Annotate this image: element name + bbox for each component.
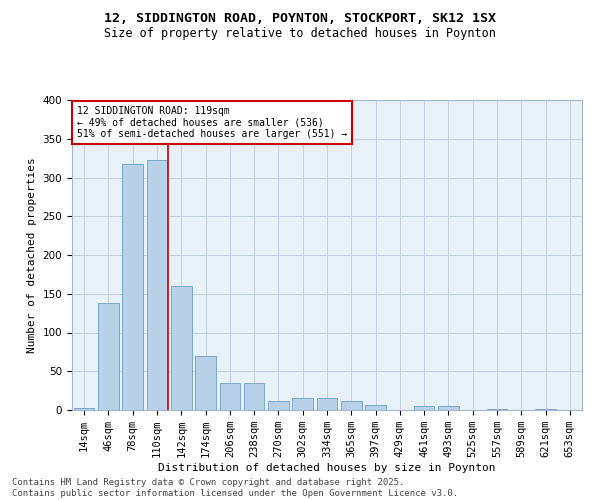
- Bar: [74, 408, 94, 410]
- Bar: [244, 383, 265, 410]
- Bar: [365, 404, 386, 410]
- Bar: [292, 398, 313, 410]
- Text: Contains HM Land Registry data © Crown copyright and database right 2025.
Contai: Contains HM Land Registry data © Crown c…: [12, 478, 458, 498]
- Bar: [438, 406, 459, 410]
- Text: 12, SIDDINGTON ROAD, POYNTON, STOCKPORT, SK12 1SX: 12, SIDDINGTON ROAD, POYNTON, STOCKPORT,…: [104, 12, 496, 26]
- Bar: [98, 303, 119, 410]
- Text: 12 SIDDINGTON ROAD: 119sqm
← 49% of detached houses are smaller (536)
51% of sem: 12 SIDDINGTON ROAD: 119sqm ← 49% of deta…: [77, 106, 347, 140]
- Bar: [414, 406, 434, 410]
- Bar: [268, 400, 289, 410]
- Bar: [171, 286, 191, 410]
- Text: Size of property relative to detached houses in Poynton: Size of property relative to detached ho…: [104, 28, 496, 40]
- Y-axis label: Number of detached properties: Number of detached properties: [27, 157, 37, 353]
- Bar: [122, 164, 143, 410]
- Bar: [317, 398, 337, 410]
- Bar: [341, 400, 362, 410]
- Bar: [535, 409, 556, 410]
- Bar: [146, 160, 167, 410]
- Bar: [487, 409, 508, 410]
- Bar: [195, 356, 216, 410]
- X-axis label: Distribution of detached houses by size in Poynton: Distribution of detached houses by size …: [158, 463, 496, 473]
- Bar: [220, 383, 240, 410]
